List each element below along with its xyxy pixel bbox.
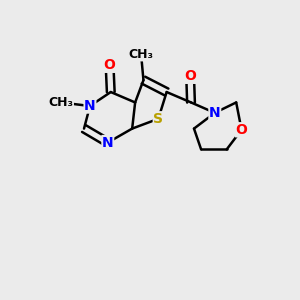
Text: O: O (236, 123, 247, 137)
Text: O: O (103, 58, 116, 72)
Text: N: N (84, 99, 96, 113)
Text: CH₃: CH₃ (129, 48, 154, 61)
Text: O: O (184, 69, 196, 83)
Text: N: N (209, 106, 220, 120)
Text: CH₃: CH₃ (48, 96, 73, 109)
Text: S: S (153, 112, 163, 126)
Text: N: N (102, 136, 114, 150)
